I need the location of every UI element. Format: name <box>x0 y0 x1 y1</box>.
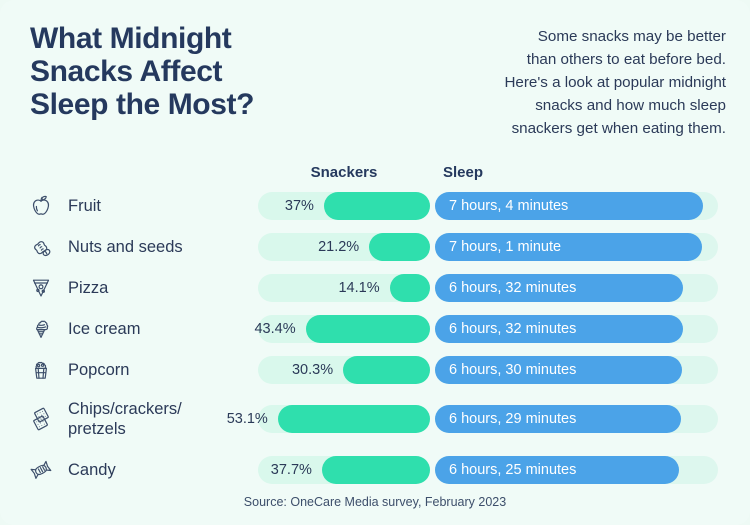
snackers-bar-track: 43.4% <box>254 314 430 343</box>
column-header-sleep: Sleep <box>443 164 484 181</box>
chart-row: Pizza 14.1% 6 hours, 32 minutes <box>0 267 750 308</box>
snackers-bar-fill <box>389 273 430 302</box>
sleep-bar-fill: 7 hours, 1 minute <box>435 232 702 261</box>
candy-icon <box>24 453 58 487</box>
chart-row: Ice cream 43.4% 6 hours, 32 minutes <box>0 308 750 349</box>
sleep-value-label: 6 hours, 25 minutes <box>449 462 577 478</box>
snackers-value-label: 14.1% <box>338 279 380 296</box>
icecream-icon <box>24 312 58 346</box>
row-label: Chips/crackers/ pretzels <box>68 400 182 438</box>
sleep-value-label: 7 hours, 1 minute <box>449 238 562 255</box>
sleep-bar-track: 7 hours, 1 minute <box>435 232 718 261</box>
sleep-value-label: 6 hours, 32 minutes <box>449 279 577 296</box>
snackers-value-label: 37.7% <box>270 462 312 478</box>
sleep-bar-fill: 6 hours, 25 minutes <box>435 456 679 484</box>
row-label: Popcorn <box>68 360 130 379</box>
apple-icon <box>24 189 58 223</box>
snackers-bar-track: 21.2% <box>258 232 430 261</box>
snackers-bar-track: 14.1% <box>258 273 430 302</box>
sleep-bar-track: 6 hours, 25 minutes <box>435 456 718 484</box>
sleep-value-label: 6 hours, 30 minutes <box>449 361 577 378</box>
sleep-bar-track: 6 hours, 30 minutes <box>435 355 718 384</box>
snackers-value-label: 30.3% <box>291 361 334 378</box>
chart-row: Nuts and seeds 21.2% 7 hours, 1 minute <box>0 226 750 267</box>
row-label: Pizza <box>68 278 109 297</box>
snackers-bar-fill <box>369 232 430 261</box>
row-label: Fruit <box>68 196 101 215</box>
snackers-value-label: 43.4% <box>254 320 296 337</box>
page-title: What Midnight Snacks Affect Sleep the Mo… <box>30 22 255 121</box>
snackers-bar-track: 53.1% <box>227 405 430 433</box>
sleep-bar-track: 6 hours, 32 minutes <box>435 273 718 302</box>
sleep-bar-track: 6 hours, 32 minutes <box>435 314 718 343</box>
snackers-bar-fill <box>343 355 430 384</box>
chart-row: Popcorn 30.3% 6 hours, 30 minutes <box>0 349 750 390</box>
header: What Midnight Snacks Affect Sleep the Mo… <box>0 0 750 152</box>
chart-rows: Fruit 37% 7 hours, 4 minutes Nuts and seeds… <box>0 185 750 492</box>
peanut-icon <box>24 230 58 264</box>
snackers-bar-fill <box>277 405 430 433</box>
chart-row: Candy 37.7% 6 hours, 25 minutes <box>0 448 750 492</box>
sleep-bar-track: 7 hours, 4 minutes <box>435 191 718 220</box>
row-label: Ice cream <box>68 319 141 338</box>
crackers-icon <box>24 402 58 436</box>
page-subtitle: Some snacks may be better than others to… <box>504 28 726 137</box>
sleep-bar-track: 6 hours, 29 minutes <box>435 405 718 433</box>
popcorn-icon <box>24 353 58 387</box>
sleep-bar-fill: 6 hours, 30 minutes <box>435 355 682 384</box>
snackers-value-label: 21.2% <box>318 238 360 255</box>
snackers-bar-fill <box>305 314 430 343</box>
snackers-bar-track: 37% <box>258 191 430 220</box>
snackers-bar-track: 37.7% <box>258 456 430 484</box>
snackers-bar-fill <box>323 191 430 220</box>
chart-row: Fruit 37% 7 hours, 4 minutes <box>0 185 750 226</box>
sleep-bar-fill: 6 hours, 32 minutes <box>435 273 684 302</box>
snackers-value-label: 37% <box>284 197 314 214</box>
row-label: Nuts and seeds <box>68 237 183 256</box>
sleep-bar-fill: 6 hours, 29 minutes <box>435 405 682 433</box>
chart-row: Chips/crackers/ pretzels 53.1% 6 hours, 29… <box>0 390 750 448</box>
sleep-value-label: 6 hours, 29 minutes <box>449 411 577 427</box>
pizza-icon <box>24 271 58 305</box>
snackers-value-label: 53.1% <box>226 411 268 427</box>
row-label: Candy <box>68 461 116 479</box>
sleep-value-label: 6 hours, 32 minutes <box>449 320 577 337</box>
sleep-bar-fill: 6 hours, 32 minutes <box>435 314 684 343</box>
sleep-value-label: 7 hours, 4 minutes <box>449 197 569 214</box>
snackers-bar-track: 30.3% <box>258 355 430 384</box>
sleep-bar-fill: 7 hours, 4 minutes <box>435 191 704 220</box>
column-header-snackers: Snackers <box>310 164 378 181</box>
snackers-bar-fill <box>321 456 430 484</box>
source-note: Source: OneCare Media survey, February 2… <box>243 495 507 509</box>
